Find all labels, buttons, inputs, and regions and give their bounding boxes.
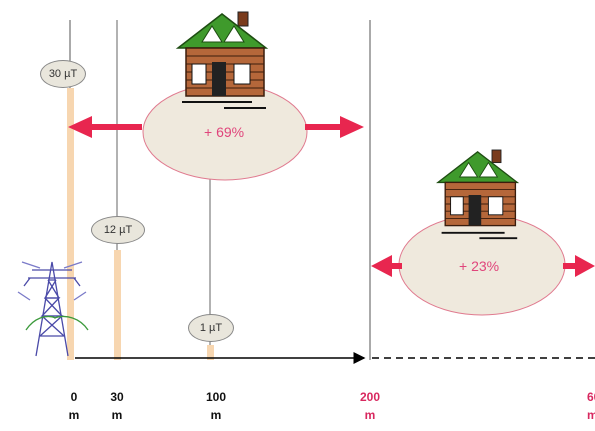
far-effect-percent: + 23%	[459, 258, 500, 274]
field-strength-label-30m: 12 µT	[91, 216, 145, 244]
field-bar-0m	[67, 88, 74, 360]
distance-label-200m: 200 m	[359, 390, 381, 422]
field-strength-label-100m: 1 µT	[188, 314, 234, 342]
distance-label-600m: 600m	[587, 390, 595, 422]
house-icon	[436, 149, 520, 240]
distance-label-30m: 30 m	[110, 390, 124, 422]
field-strength-label-0m: 30 µT	[40, 60, 86, 88]
transmission-tower-icon	[17, 261, 89, 357]
near-range-arrow	[68, 116, 364, 138]
far-range-arrow	[371, 255, 595, 277]
field-bar-100m	[207, 345, 214, 360]
field-bar-30m	[114, 250, 121, 360]
distance-label-100m: 100 m	[205, 390, 227, 422]
house-icon	[175, 11, 269, 109]
near-effect-percent: + 69%	[204, 124, 245, 140]
